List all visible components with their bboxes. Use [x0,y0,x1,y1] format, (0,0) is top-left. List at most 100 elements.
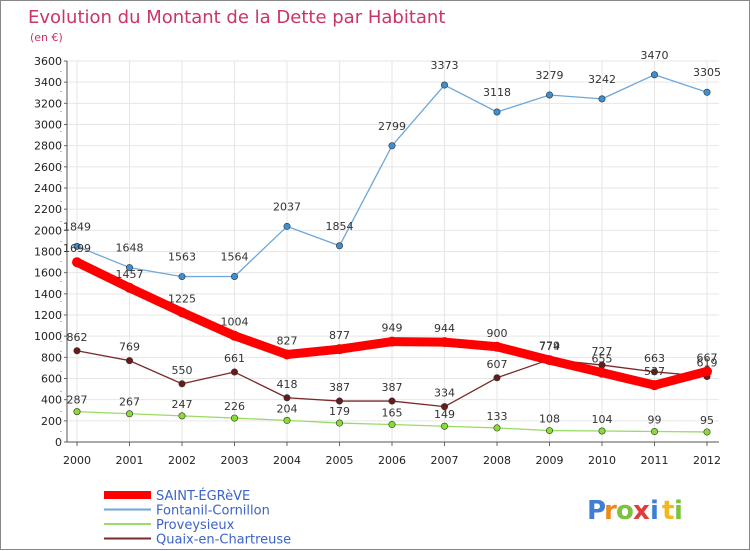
data-label: 334 [434,387,455,400]
data-label: 3470 [641,49,669,62]
y-tick-label: 1400 [34,288,62,301]
series-3-point [493,374,501,382]
y-tick-label: 3200 [34,97,62,110]
data-label: 900 [487,327,508,340]
data-label: 165 [382,407,403,420]
series-2-point [493,424,501,432]
data-label: 2799 [378,120,406,133]
data-label: 1564 [221,250,249,263]
logo-letter: x [633,496,650,526]
series-0-point [177,307,187,318]
x-tick-label: 2007 [431,454,459,467]
series-2-point [178,412,186,420]
chart-subtitle: (en €) [30,31,63,44]
series-3-point [650,368,658,376]
series-2-point [598,427,606,435]
grid [67,60,719,443]
data-label: 226 [224,400,245,413]
series-0-point [492,341,502,352]
series-2-point [440,422,448,430]
data-label: 418 [277,378,298,391]
data-label: 99 [648,414,662,427]
data-label: 179 [329,405,350,418]
logo-letter: i [674,496,683,526]
data-label: 550 [172,364,193,377]
y-tick-label: 2200 [34,203,62,216]
x-tick-label: 2011 [641,454,669,467]
data-label: 663 [644,352,665,365]
logo-letter: t [662,496,674,526]
y-tick-label: 2600 [34,161,62,174]
series-2-point [703,428,711,436]
y-tick-label: 3400 [34,76,62,89]
data-label: 133 [487,410,508,423]
series-1-point [440,81,448,89]
series-1-point [703,88,711,96]
data-labels: 1699 1457 1225 1004 827 877 949 944 900 774 655 537… [63,49,721,427]
x-tick-label: 2008 [483,454,511,467]
x-tick-label: 2010 [588,454,616,467]
axes: 0 200 400 600 800 1000 1200 1400 1600 1800 2000 220… [34,55,721,467]
data-label: 779 [539,340,560,353]
logo-letter: P [587,496,606,526]
y-tick-label: 1200 [34,309,62,322]
data-label: 655 [592,353,613,366]
data-label: 3373 [431,59,459,72]
series-0-point [282,349,292,360]
data-label: 1225 [168,292,196,305]
y-tick-label: 1600 [34,267,62,280]
series-0-point [124,282,135,293]
series-1-point [126,264,134,272]
data-label: 287 [67,394,88,407]
series-1-point [388,142,396,150]
x-tick-label: 2003 [221,454,249,467]
y-tick-label: 1000 [34,330,62,343]
series-3-point [440,403,448,411]
y-tick-label: 2400 [34,182,62,195]
series-3-point [283,394,291,402]
y-tick-label: 2000 [34,224,62,237]
data-label: 774 [539,340,560,353]
series-2-point [231,414,239,422]
data-label: 619 [697,356,718,369]
series-0-point [72,257,82,268]
series-0-point [702,366,712,377]
series-1-point [283,222,291,230]
series-2-point [545,427,553,435]
data-label: 204 [277,402,298,415]
data-label: 827 [277,334,298,347]
series-0-point [544,355,555,366]
x-tick-label: 2002 [168,454,196,467]
data-label: 3279 [536,69,564,82]
data-label: 3305 [693,66,721,79]
legend-label-0: SAINT-ÉGRèVE [156,488,250,504]
logo-letter: i [650,496,659,526]
data-label: 877 [329,329,350,342]
series-3-point [335,397,343,405]
data-label: 862 [67,331,88,344]
series-1-point [335,242,343,250]
y-tick-label: 3000 [34,119,62,132]
series-2-point [335,419,343,427]
series-3-point [231,368,239,376]
series-2-point [388,421,396,429]
series-lines [72,71,712,436]
data-label: 149 [434,408,455,421]
data-label: 387 [382,381,403,394]
y-tick-label: 0 [55,436,62,449]
data-label: 1849 [63,220,91,233]
x-tick-label: 2006 [378,454,406,467]
series-0-point [229,330,240,341]
data-label: 2037 [273,200,301,213]
y-tick-label: 800 [41,351,62,364]
series-0-point [334,344,345,355]
data-label: 1854 [326,220,354,233]
series-1-point [231,272,239,280]
y-tick-label: 2800 [34,140,62,153]
data-label: 949 [382,322,403,335]
y-tick-label: 400 [41,394,62,407]
data-label: 727 [592,345,613,358]
legend-label-2: Proveysieux [156,518,235,533]
